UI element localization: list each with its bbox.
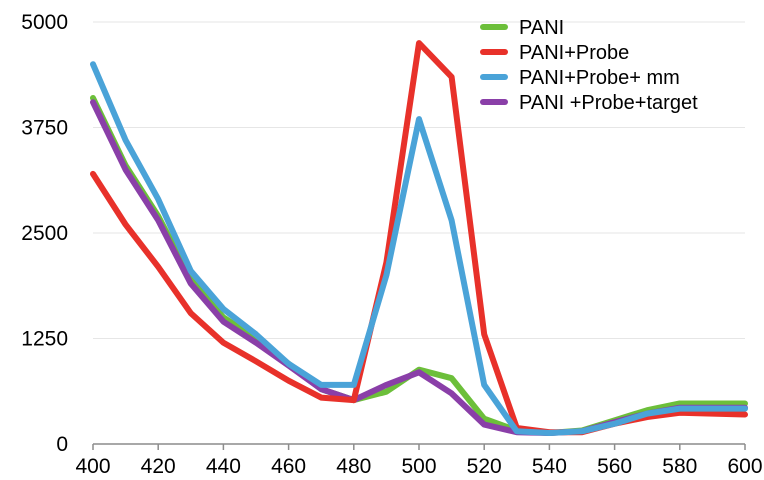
legend-label: PANI+Probe [519, 42, 629, 64]
x-tick-label: 540 [532, 455, 567, 478]
series-lines [90, 40, 748, 436]
x-tick-label: 480 [336, 455, 371, 478]
x-tick-label: 600 [727, 455, 762, 478]
x-tick-label: 500 [401, 455, 436, 478]
legend-label: PANI+Probe+ mm [519, 67, 680, 89]
x-tick-label: 440 [206, 455, 241, 478]
series-line-pani-probe-mm [90, 61, 748, 436]
y-tick-label: 3750 [21, 117, 68, 140]
legend: PANI PANI+Probe PANI+Probe+ mm PANI +Probe+… [480, 17, 698, 114]
y-tick-label: 1250 [21, 328, 68, 351]
axes: 0 1250 2500 3750 5000 400 420 440 460 480 500 520 54… [21, 11, 762, 478]
y-tick-label: 2500 [21, 222, 68, 245]
legend-label: PANI +Probe+target [519, 92, 698, 114]
x-tick-label: 580 [662, 455, 697, 478]
legend-label: PANI [519, 17, 564, 39]
y-tick-label: 0 [56, 433, 68, 456]
x-tick-label: 420 [141, 455, 176, 478]
x-tick-label: 560 [597, 455, 632, 478]
x-tick-label: 400 [75, 455, 110, 478]
x-tick-label: 520 [467, 455, 502, 478]
y-tick-label: 5000 [21, 11, 68, 34]
x-tick-label: 460 [271, 455, 306, 478]
